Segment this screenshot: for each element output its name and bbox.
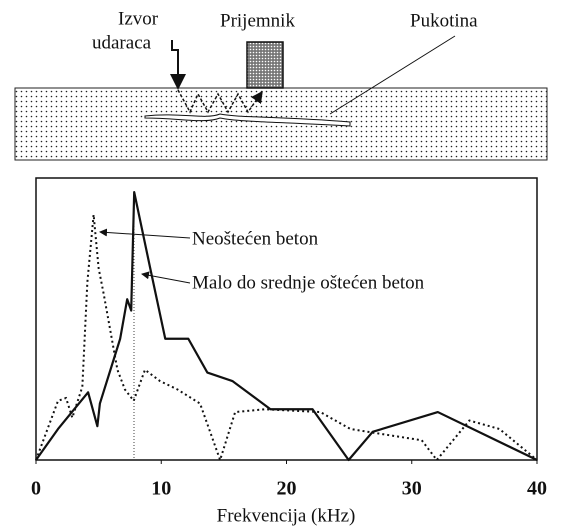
receiver-label: Prijemnik xyxy=(220,10,295,31)
receiver xyxy=(247,42,283,88)
crack-label: Pukotina xyxy=(410,10,478,31)
annotation-arrow xyxy=(142,274,190,283)
source-label: udaraca xyxy=(92,32,152,53)
plot-frame xyxy=(36,178,537,460)
x-tick-label: 40 xyxy=(527,478,547,500)
series-annotation: Malo do srednje oštećen beton xyxy=(192,272,425,293)
figure: Izvor udaraca Prijemnik Pukotina Neošteć… xyxy=(0,0,562,529)
annotation-arrow xyxy=(100,232,190,238)
concrete-slab xyxy=(15,88,547,160)
x-tick-label: 30 xyxy=(402,478,422,500)
impact-arrow xyxy=(172,40,178,88)
series-annotation: Neoštećen beton xyxy=(192,228,319,249)
source-label: Izvor xyxy=(118,8,159,29)
x-axis-label: Frekvencija (kHz) xyxy=(217,505,356,526)
x-tick-label: 20 xyxy=(277,478,297,500)
x-tick-label: 0 xyxy=(31,478,41,500)
x-tick-label: 10 xyxy=(151,478,171,500)
